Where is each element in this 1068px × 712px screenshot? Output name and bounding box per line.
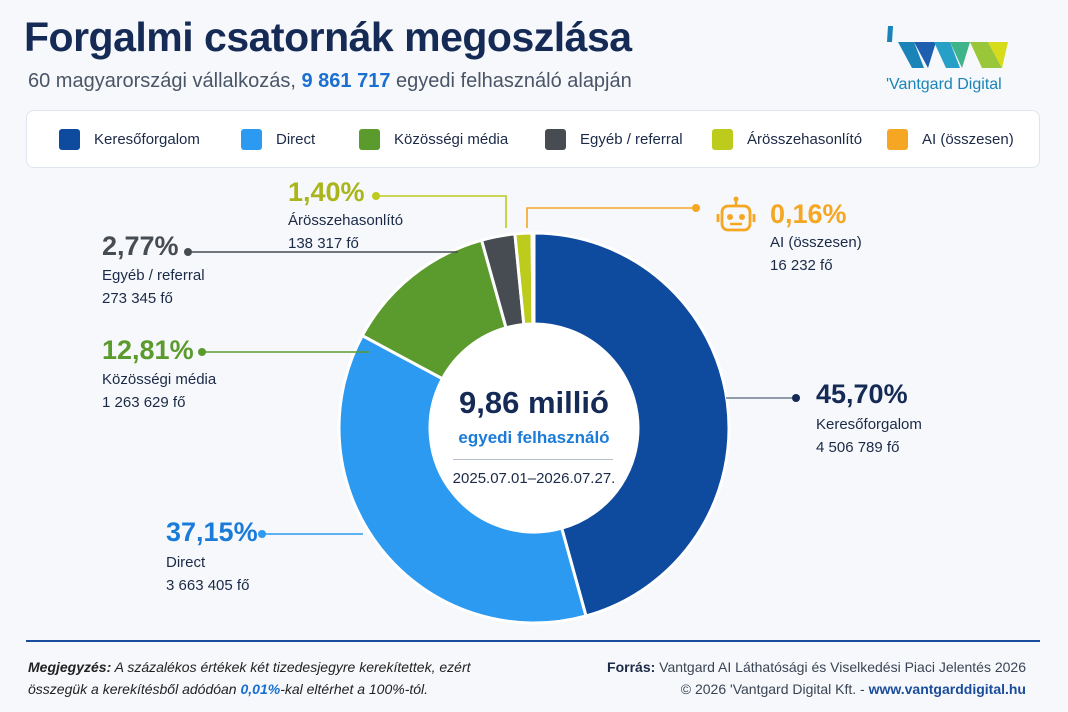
callout-percentage: 45,70%	[816, 379, 908, 409]
donut-hole	[430, 324, 638, 532]
footer-divider	[26, 640, 1040, 642]
callout-arosszehasonlito: 1,40% Árösszehasonlító 138 317 fő	[288, 176, 403, 256]
source-label: Forrás:	[607, 659, 656, 675]
logo-text: 'Vantgard Digital	[886, 76, 1002, 93]
website-link[interactable]: www.vantgarddigital.hu	[868, 681, 1026, 697]
legend-item-arosszehasonlito: Árösszehasonlító	[712, 129, 862, 150]
callout-percentage: 37,15%	[166, 517, 258, 547]
source-text: Vantgard AI Láthatósági és Viselkedési P…	[659, 659, 1026, 675]
callout-count: 273 345 fő	[102, 290, 173, 307]
callout-name: Egyéb / referral	[102, 267, 205, 284]
leader-keresoforgalom-dot	[792, 394, 800, 402]
leader-ai-dot	[692, 204, 700, 212]
copyright-line: © 2026 'Vantgard Digital Kft. - www.vant…	[607, 678, 1026, 700]
source-block: Forrás: Vantgard AI Láthatósági és Visel…	[607, 656, 1026, 700]
leader-kozossegi-media-dot	[198, 348, 206, 356]
leader-egyeb-referral-dot	[184, 248, 192, 256]
callout-percentage: 1,40%	[288, 177, 365, 207]
legend-label: Keresőforgalom	[94, 131, 200, 148]
note-label: Megjegyzés:	[28, 659, 112, 675]
callout-name: Keresőforgalom	[816, 416, 922, 433]
legend-label: Egyéb / referral	[580, 131, 683, 148]
copyright-text: © 2026 'Vantgard Digital Kft. -	[680, 681, 865, 697]
callout-name: Közösségi média	[102, 371, 217, 388]
legend-label: Közösségi média	[394, 131, 509, 148]
legend-label: Direct	[276, 131, 316, 148]
legend-swatch	[59, 129, 80, 150]
center-label: egyedi felhasználó	[458, 428, 610, 447]
leader-ai	[526, 207, 696, 228]
callout-percentage: 0,16%	[770, 199, 847, 229]
callout-count: 1 263 629 fő	[102, 394, 186, 411]
callout-kozossegi-media: 12,81% Közösségi média 1 263 629 fő	[102, 334, 216, 415]
callout-egyeb-referral: 2,77% Egyéb / referral 273 345 fő	[102, 230, 205, 311]
legend-item-direct: Direct	[241, 129, 315, 150]
legend-item-kozossegi-media: Közösségi média	[359, 129, 508, 150]
subtitle-post: egyedi felhasználó alapján	[396, 70, 632, 92]
chart-legend: Keresőforgalom Direct Közösségi média Eg…	[26, 110, 1040, 168]
leader-arosszehasonlito	[376, 195, 507, 228]
slice-ai	[530, 231, 536, 326]
center-value: 9,86 millió	[459, 385, 609, 420]
callout-name: Árösszehasonlító	[288, 212, 404, 229]
legend-swatch	[545, 129, 566, 150]
callout-direct: 37,15% Direct 3 663 405 fő	[166, 516, 258, 598]
callout-name: Direct	[166, 554, 206, 571]
legend-item-egyeb-referral: Egyéb / referral	[545, 129, 683, 150]
legend-label: Árösszehasonlító	[747, 131, 863, 148]
callout-ai: 0,16% AI (összesen) 16 232 fő	[770, 198, 862, 278]
note-highlight: 0,01%	[240, 681, 281, 697]
legend-swatch	[887, 129, 908, 150]
subtitle-pre: 60 magyarországi vállalkozás,	[28, 70, 296, 92]
legend-item-keresoforgalom: Keresőforgalom	[59, 129, 200, 150]
leader-arosszehasonlito-dot	[372, 192, 380, 200]
callout-keresoforgalom: 45,70% Keresőforgalom 4 506 789 fő	[816, 378, 922, 460]
center-date-range: 2025.07.01–2026.07.27.	[452, 470, 616, 487]
note-text-1: A százalékos értékek két tizedesjegyre k…	[28, 659, 471, 697]
callout-count: 3 663 405 fő	[166, 577, 250, 594]
page-subtitle: 60 magyarországi vállalkozás, 9 861 717 …	[28, 70, 632, 93]
callout-percentage: 2,77%	[102, 231, 179, 261]
legend-swatch	[241, 129, 262, 150]
robot-icon	[716, 196, 756, 232]
callout-percentage: 12,81%	[102, 335, 194, 365]
legend-swatch	[712, 129, 733, 150]
callout-count: 4 506 789 fő	[816, 439, 900, 456]
callout-count: 138 317 fő	[288, 235, 359, 252]
leader-direct-dot	[258, 530, 266, 538]
note-text-2: -kal eltérhet a 100%-tól.	[280, 681, 429, 697]
source-line: Forrás: Vantgard AI Láthatósági és Visel…	[607, 656, 1026, 678]
callout-count: 16 232 fő	[770, 257, 833, 274]
vantgard-logo-icon	[887, 26, 1008, 68]
legend-label: AI (összesen)	[922, 131, 1014, 148]
legend-item-ai: AI (összesen)	[887, 129, 1014, 150]
page-title: Forgalmi csatornák megoszlása	[24, 14, 632, 60]
footnote: Megjegyzés: A százalékos értékek két tiz…	[28, 656, 498, 700]
subtitle-user-count: 9 861 717	[301, 70, 391, 92]
legend-swatch	[359, 129, 380, 150]
callout-name: AI (összesen)	[770, 234, 862, 251]
center-divider	[453, 459, 613, 460]
